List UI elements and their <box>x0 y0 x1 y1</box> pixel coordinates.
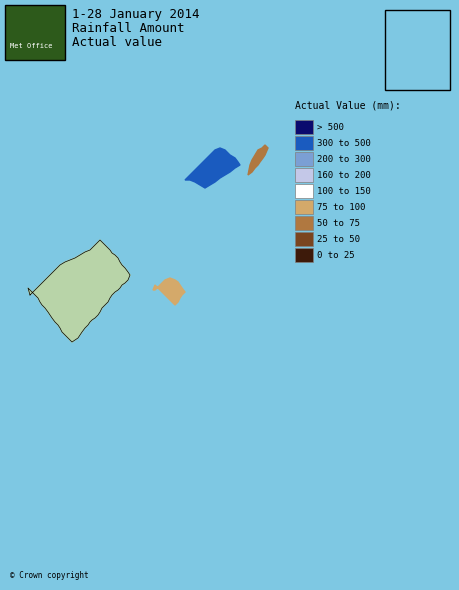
Text: Actual value: Actual value <box>72 36 162 49</box>
Bar <box>294 136 312 150</box>
Text: 0 to 25: 0 to 25 <box>316 251 354 260</box>
Bar <box>294 200 312 214</box>
Bar <box>294 168 312 182</box>
Bar <box>5 5 65 60</box>
Text: Met Office: Met Office <box>10 43 52 49</box>
Bar <box>294 120 312 134</box>
Bar <box>294 248 312 262</box>
Text: Rainfall Amount: Rainfall Amount <box>72 22 184 35</box>
Text: 75 to 100: 75 to 100 <box>316 202 364 211</box>
Text: > 500: > 500 <box>316 123 343 132</box>
Polygon shape <box>153 278 185 305</box>
Bar <box>294 152 312 166</box>
Bar <box>294 232 312 246</box>
Text: © Crown copyright: © Crown copyright <box>10 571 89 580</box>
Polygon shape <box>28 240 130 342</box>
Text: 50 to 75: 50 to 75 <box>316 218 359 228</box>
Text: 25 to 50: 25 to 50 <box>316 234 359 244</box>
Text: 160 to 200: 160 to 200 <box>316 171 370 179</box>
Text: 200 to 300: 200 to 300 <box>316 155 370 163</box>
Text: 1-28 January 2014: 1-28 January 2014 <box>72 8 199 21</box>
Bar <box>294 216 312 230</box>
Bar <box>384 10 449 90</box>
Text: Actual Value (mm):: Actual Value (mm): <box>294 100 400 110</box>
Polygon shape <box>247 145 268 175</box>
Text: 100 to 150: 100 to 150 <box>316 186 370 195</box>
Text: 300 to 500: 300 to 500 <box>316 139 370 148</box>
Polygon shape <box>185 148 240 188</box>
Bar <box>294 184 312 198</box>
